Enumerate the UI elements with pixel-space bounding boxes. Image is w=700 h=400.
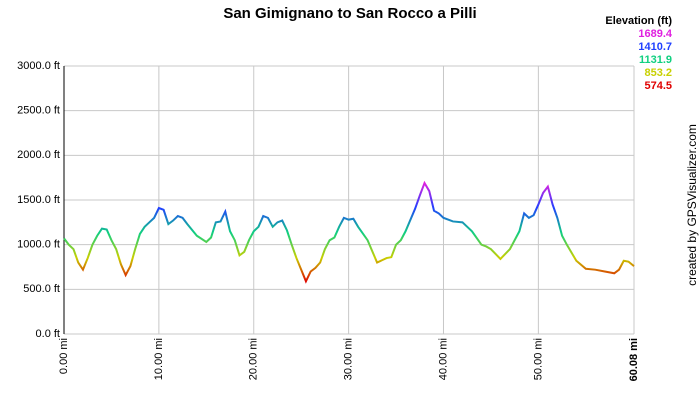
legend-value: 1410.7 — [638, 41, 672, 53]
x-tick-label: 30.00 mi — [343, 338, 355, 380]
chart-title: San Gimignano to San Rocco a Pilli — [223, 5, 476, 22]
elevation-line — [63, 180, 635, 284]
y-tick-label: 2000.0 ft — [17, 149, 60, 161]
y-tick-label: 2500.0 ft — [17, 105, 60, 117]
x-tick-label: 0.00 mi — [58, 338, 70, 374]
legend-value: 1689.4 — [638, 28, 673, 40]
legend-value: 853.2 — [644, 67, 672, 79]
credit: created by GPSVisualizer.com — [685, 124, 699, 286]
legend-title: Elevation (ft) — [605, 15, 672, 27]
x-tick-label: 60.08 mi — [628, 338, 640, 381]
legend-value: 574.5 — [644, 80, 672, 92]
y-tick-label: 500.0 ft — [23, 283, 60, 295]
x-tick-label: 10.00 mi — [153, 338, 165, 380]
x-tick-label: 40.00 mi — [437, 338, 449, 380]
y-tick-label: 3000.0 ft — [17, 60, 60, 72]
x-tick-label: 20.00 mi — [248, 338, 260, 380]
x-tick-label: 50.00 mi — [532, 338, 544, 380]
legend-value: 1131.9 — [639, 54, 672, 66]
y-tick-label: 1500.0 ft — [17, 194, 60, 206]
y-tick-label: 1000.0 ft — [17, 239, 60, 251]
y-tick-label: 0.0 ft — [36, 328, 60, 340]
